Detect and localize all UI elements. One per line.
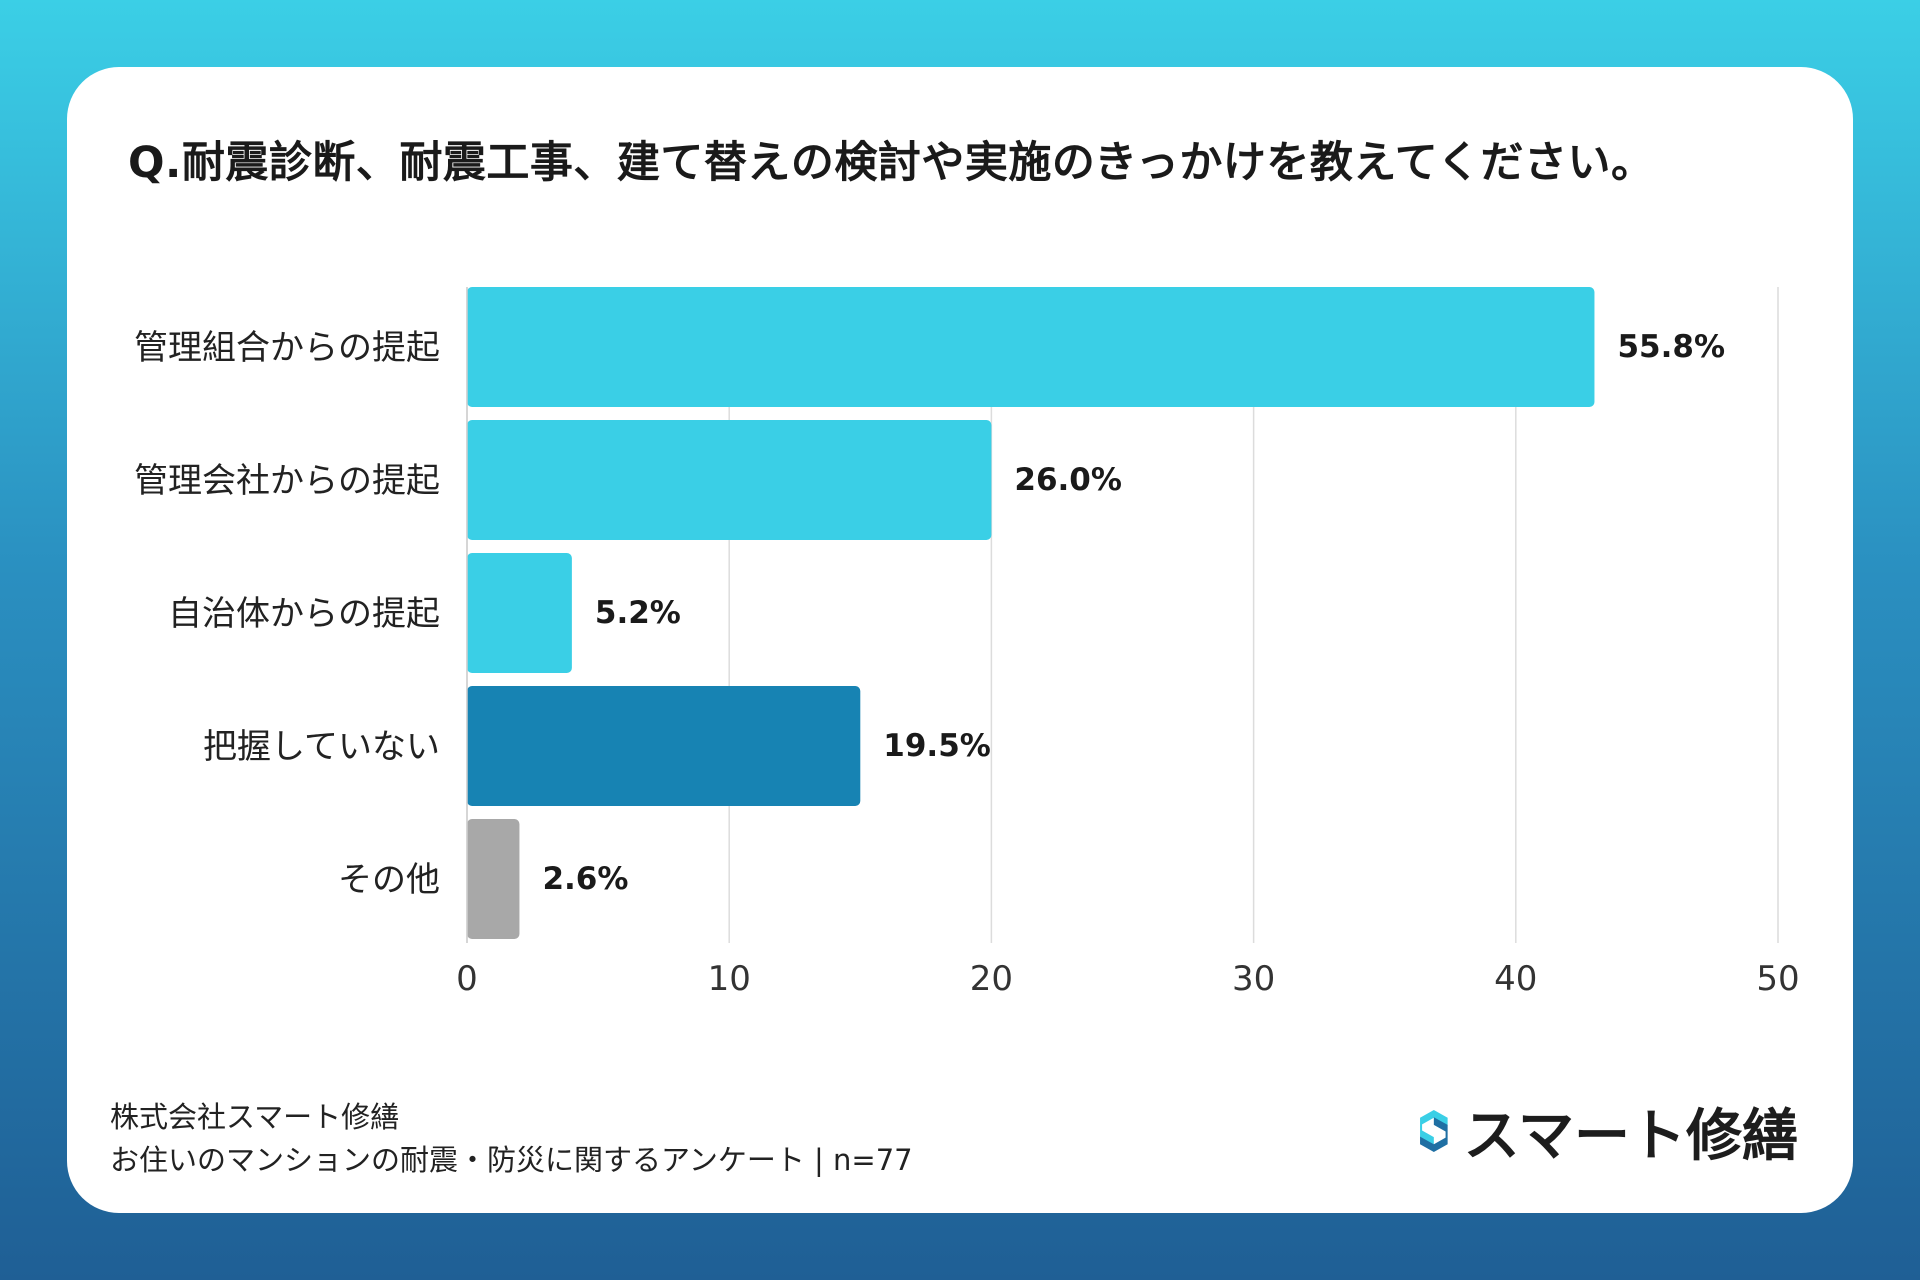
- category-label: その他: [338, 860, 440, 900]
- data-label: 2.6%: [542, 861, 628, 897]
- category-label: 把握していない: [203, 727, 440, 767]
- footer-survey: お住いのマンションの耐震・防災に関するアンケート | n=77: [110, 1143, 913, 1177]
- bar: [467, 287, 1595, 407]
- x-tick-label: 10: [708, 959, 751, 999]
- x-tick-label: 40: [1494, 959, 1537, 999]
- bar: [467, 819, 520, 939]
- category-label: 自治体からの提起: [168, 594, 440, 634]
- bar: [467, 420, 992, 540]
- data-label: 5.2%: [595, 595, 681, 631]
- data-label: 26.0%: [1014, 462, 1122, 498]
- category-label: 管理組合からの提起: [134, 328, 440, 368]
- x-tick-label: 0: [456, 959, 478, 999]
- data-label: 55.8%: [1617, 329, 1725, 365]
- category-label: 管理会社からの提起: [134, 461, 440, 501]
- logo-s-icon: [1420, 1110, 1448, 1152]
- footer-company: 株式会社スマート修繕: [110, 1100, 400, 1134]
- logo-text: スマート修繕: [1463, 1103, 1798, 1169]
- x-tick-label: 20: [970, 959, 1013, 999]
- card: [67, 67, 1853, 1213]
- bar: [467, 686, 861, 806]
- bar: [467, 553, 572, 673]
- data-label: 19.5%: [883, 728, 991, 764]
- x-tick-label: 30: [1232, 959, 1275, 999]
- chart-title: Q.耐震診断、耐震工事、建て替えの検討や実施のきっかけを教えてください。: [128, 138, 1655, 188]
- x-tick-label: 50: [1756, 959, 1799, 999]
- brand-logo: スマート修繕: [1418, 1086, 1798, 1176]
